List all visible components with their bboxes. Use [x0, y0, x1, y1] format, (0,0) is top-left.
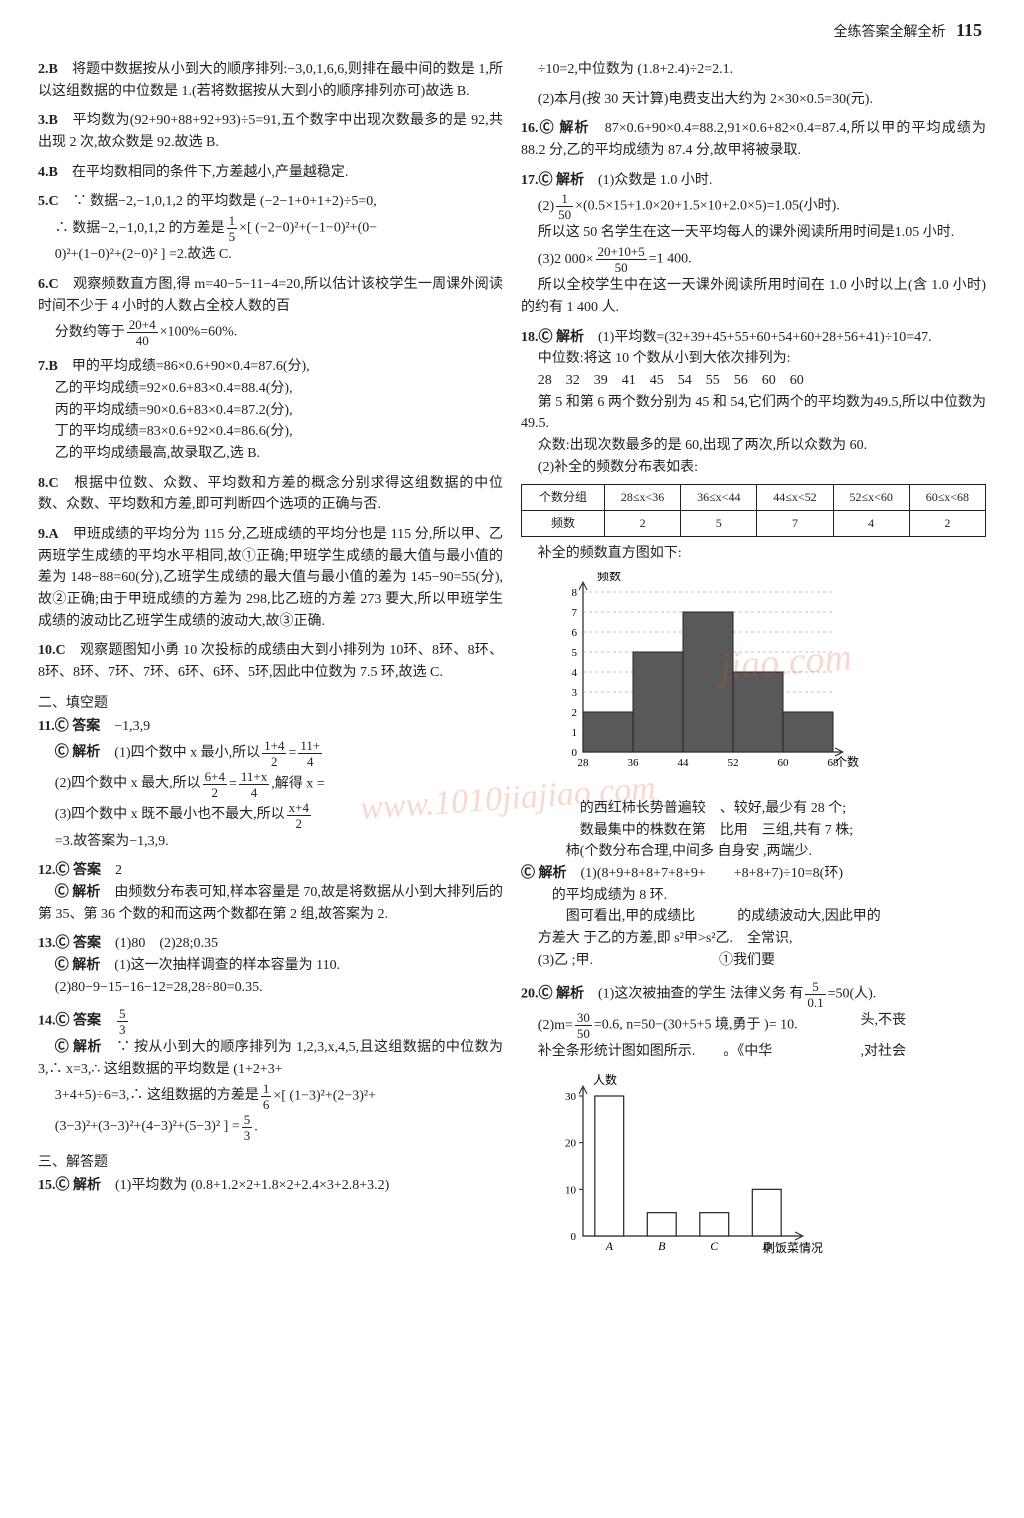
item-11: 11.Ⓒ 答案 −1,3,9 Ⓒ 解析 (1)四个数中 x 最小,所以1+42=…	[38, 716, 503, 852]
item-20: 20.Ⓒ 解析 (1)这次被抽查的学生 法律义务 有50.1=50(人). 头,…	[521, 979, 986, 1268]
svg-text:A: A	[605, 1239, 614, 1253]
svg-text:7: 7	[572, 607, 578, 619]
svg-text:28: 28	[578, 757, 590, 769]
right-column: ÷10=2,中位数为 (1.8+2.4)÷2=2.1. (2)本月(按 30 天…	[521, 59, 986, 1277]
svg-text:52: 52	[728, 757, 739, 769]
r0a: ÷10=2,中位数为 (1.8+2.4)÷2=2.1.	[521, 59, 986, 81]
svg-text:个数: 个数	[835, 754, 859, 769]
item-2: 2.B 将题中数据按从小到大的顺序排列:−3,0,1,6,6,则排在最中间的数是…	[38, 59, 503, 102]
svg-text:8: 8	[572, 587, 578, 599]
r0b: (2)本月(按 30 天计算)电费支出大约为 2×30×0.5=30(元).	[521, 89, 986, 111]
page-number: 115	[956, 20, 982, 40]
svg-text:36: 36	[628, 757, 640, 769]
item-6: 6.C 观察频数直方图,得 m=40−5−11−4=20,所以估计该校学生一周课…	[38, 274, 503, 348]
bar-chart: 1020300ABCD人数剩饭菜情况	[541, 1071, 986, 1269]
svg-text:3: 3	[572, 687, 578, 699]
freq-table: 个数分组28≤x<3636≤x<4444≤x<5252≤x<6060≤x<68 …	[521, 484, 986, 536]
left-column: 2.B 将题中数据按从小到大的顺序排列:−3,0,1,6,6,则排在最中间的数是…	[38, 59, 503, 1277]
svg-text:44: 44	[678, 757, 690, 769]
svg-text:B: B	[658, 1239, 666, 1253]
histogram-chart: 123456780283644526068频数个数	[541, 572, 986, 790]
svg-text:60: 60	[778, 757, 790, 769]
table-row: 个数分组28≤x<3636≤x<4444≤x<5252≤x<6060≤x<68	[522, 485, 986, 511]
svg-text:5: 5	[572, 647, 578, 659]
header-title: 全练答案全解全析	[833, 25, 945, 40]
item-12: 12.Ⓒ 答案 2 Ⓒ 解析 由频数分布表可知,样本容量是 70,故是将数据从小…	[38, 860, 503, 925]
svg-text:人数: 人数	[593, 1072, 617, 1087]
svg-text:30: 30	[565, 1091, 577, 1103]
svg-text:2: 2	[572, 707, 578, 719]
svg-text:6: 6	[572, 627, 578, 639]
svg-text:10: 10	[565, 1184, 577, 1196]
page-header: 全练答案全解全析 115	[38, 20, 986, 41]
item-3: 3.B 平均数为(92+90+88+92+93)÷5=91,五个数字中出现次数最…	[38, 110, 503, 153]
svg-text:0: 0	[571, 1231, 577, 1243]
fragment-text: ,对社会	[861, 1041, 987, 1063]
svg-text:频数: 频数	[597, 572, 621, 583]
item-4: 4.B 在平均数相同的条件下,方差越小,产量越稳定.	[38, 162, 503, 184]
item-15: 15.Ⓒ 解析 (1)平均数为 (0.8+1.2×2+1.8×2+2.4×3+2…	[38, 1175, 503, 1197]
item-13: 13.Ⓒ 答案 (1)80 (2)28;0.35 Ⓒ 解析 (1)这一次抽样调查…	[38, 933, 503, 998]
item-16: 16.Ⓒ 解析 87×0.6+90×0.4=88.2,91×0.6+82×0.4…	[521, 118, 986, 161]
content-columns: 2.B 将题中数据按从小到大的顺序排列:−3,0,1,6,6,则排在最中间的数是…	[38, 59, 986, 1277]
item-7: 7.B 甲的平均成绩=86×0.6+90×0.4=87.6(分), 乙的平均成绩…	[38, 356, 503, 464]
item-8: 8.C 根据中位数、众数、平均数和方差的概念分别求得这组数据的中位数、众数、平均…	[38, 473, 503, 516]
table-row: 频数25742	[522, 510, 986, 536]
svg-text:C: C	[710, 1239, 719, 1253]
item-9: 9.A 甲班成绩的平均分为 115 分,乙班成绩的平均分也是 115 分,所以甲…	[38, 524, 503, 632]
svg-text:剩饭菜情况: 剩饭菜情况	[763, 1241, 823, 1255]
item-17: 17.Ⓒ 解析 (1)众数是 1.0 小时. (2)150×(0.5×15+1.…	[521, 170, 986, 319]
svg-text:20: 20	[565, 1138, 577, 1150]
item-10: 10.C 观察题图知小勇 10 次投标的成绩由大到小排列为 10环、8环、8环、…	[38, 640, 503, 683]
item-14: 14.Ⓒ 答案 53 Ⓒ 解析 ∵ 按从小到大的顺序排列为 1,2,3,x,4,…	[38, 1006, 503, 1142]
svg-text:4: 4	[572, 667, 578, 679]
item-18: 18.Ⓒ 解析 (1)平均数=(32+39+45+55+60+54+60+28+…	[521, 327, 986, 972]
fragment-text: 头,不丧	[861, 1010, 987, 1032]
svg-text:1: 1	[572, 727, 578, 739]
section-2: 二、填空题	[38, 692, 503, 712]
item-5: 5.C ∵ 数据−2,−1,0,1,2 的平均数是 (−2−1+0+1+2)÷5…	[38, 191, 503, 265]
section-3: 三、解答题	[38, 1151, 503, 1171]
